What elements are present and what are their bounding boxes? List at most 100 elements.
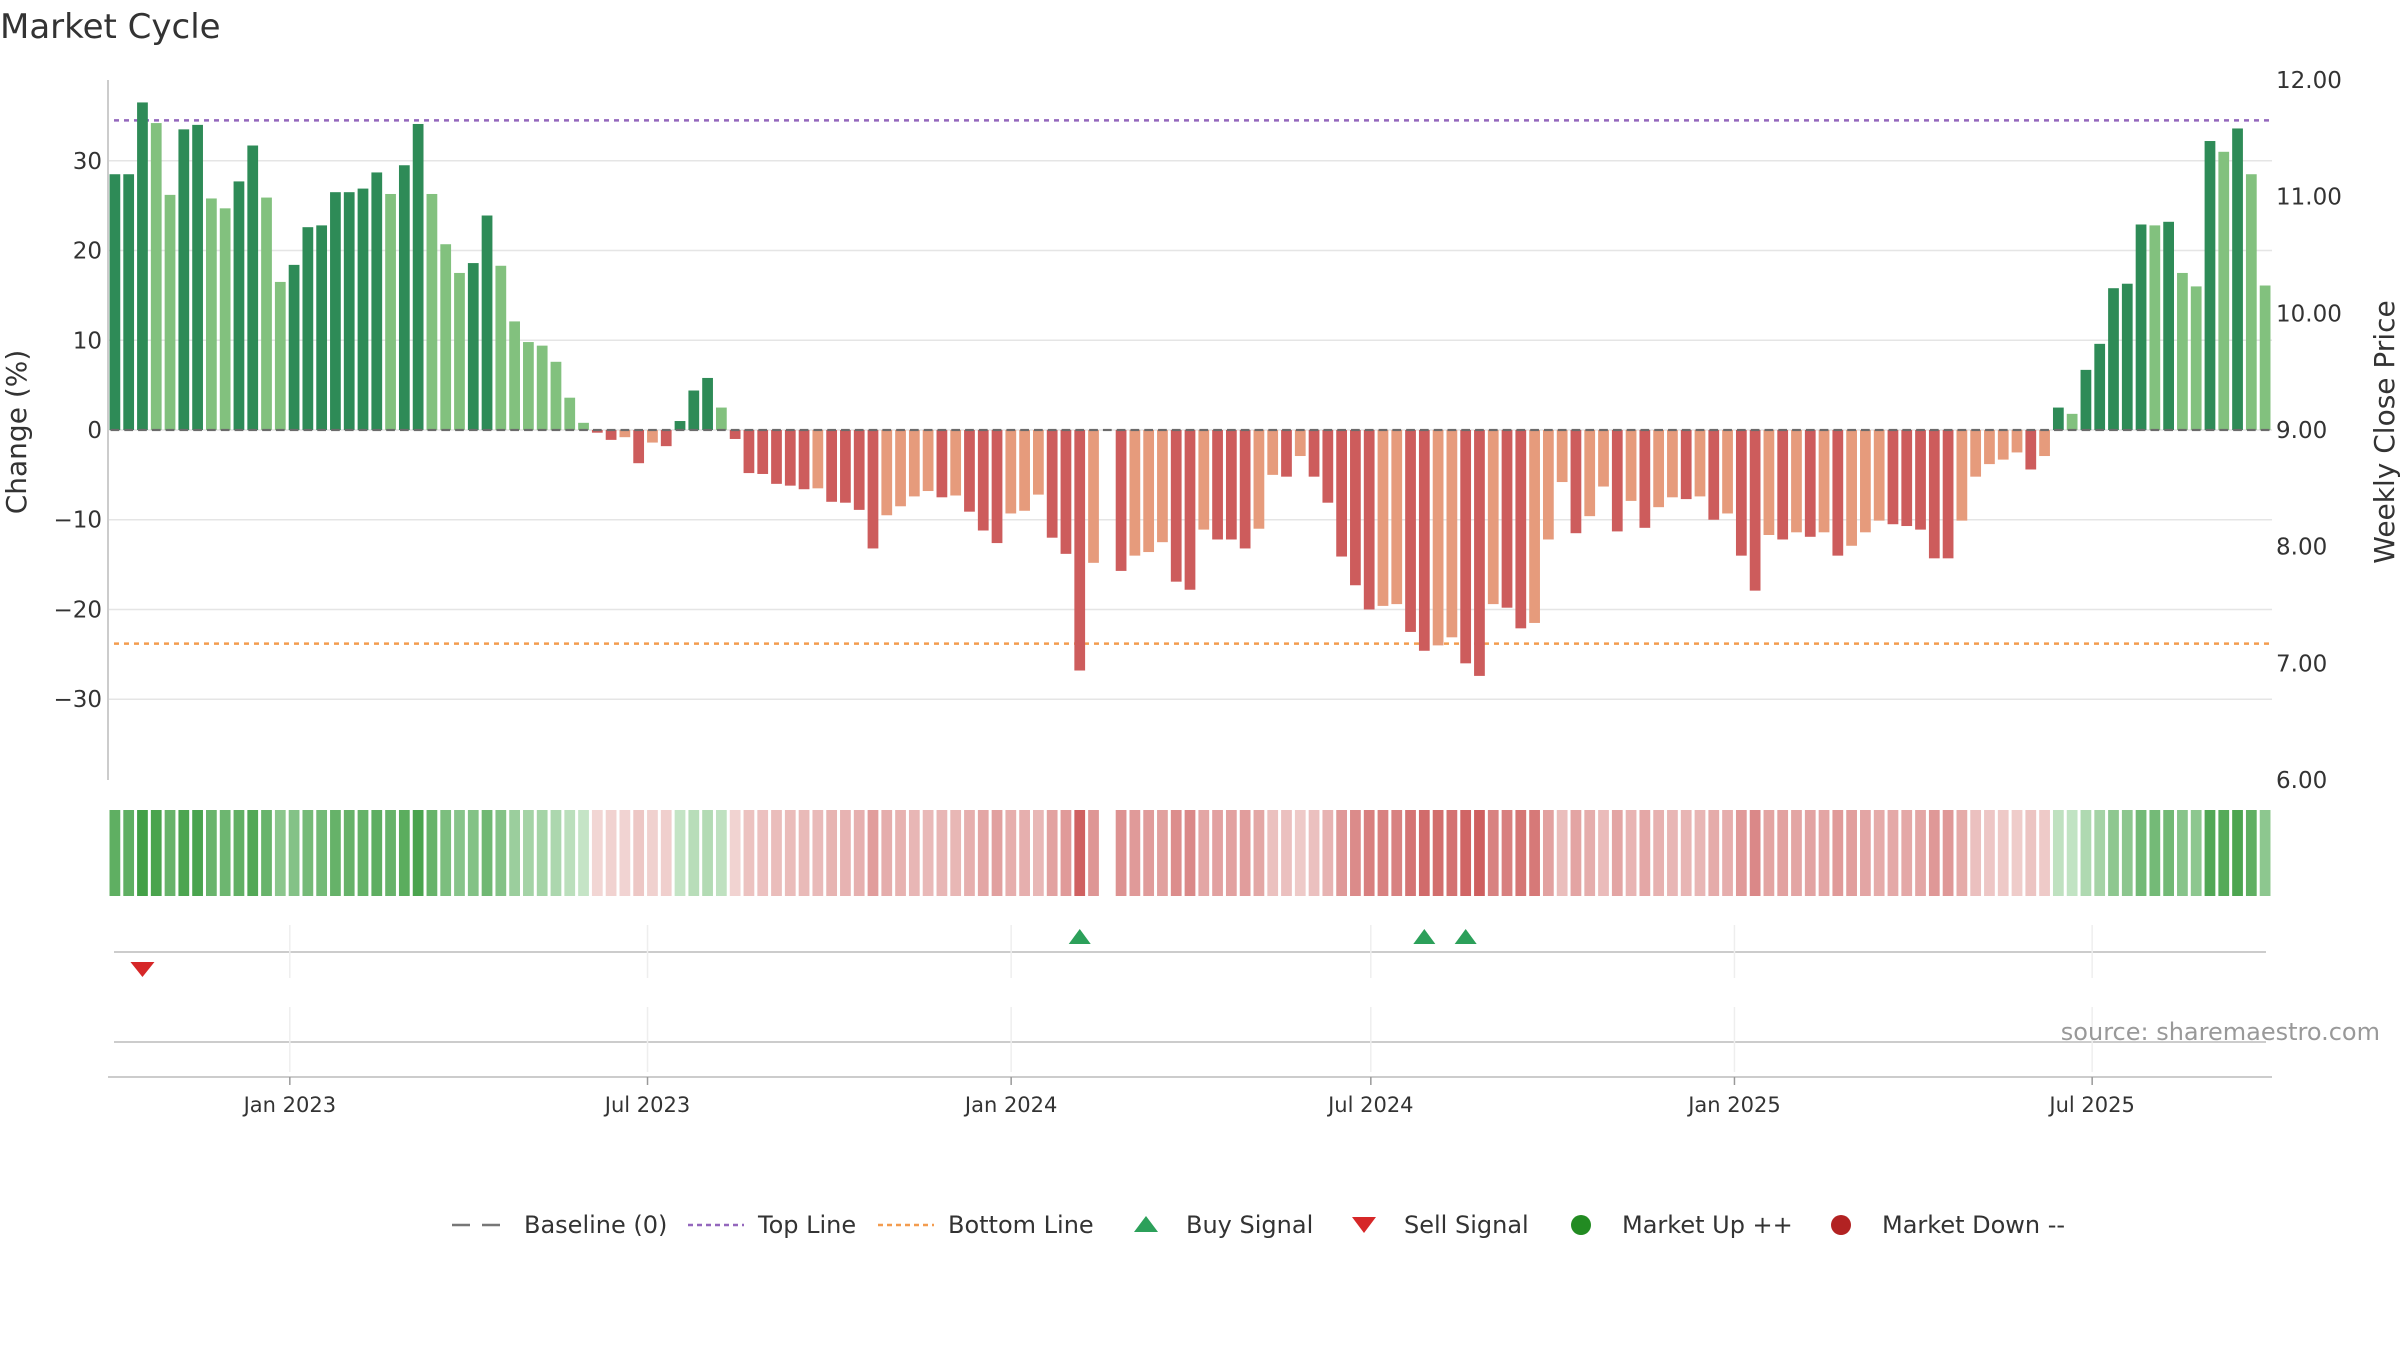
change-bar [109, 174, 121, 430]
strip-cell [1460, 810, 1472, 896]
strip-cell [2232, 810, 2243, 896]
strip-cell [757, 810, 769, 896]
heat-strip [109, 810, 2271, 896]
legend-label: Baseline (0) [524, 1211, 667, 1239]
strip-cell [1584, 810, 1596, 896]
x-tick-label: Jan 2023 [242, 1093, 337, 1117]
change-bar [1115, 430, 1127, 571]
change-bar [1350, 430, 1361, 586]
strip-cell [702, 810, 713, 896]
change-bar [1832, 430, 1844, 556]
y-tick-label-left: 30 [73, 149, 102, 175]
change-bar [1997, 430, 2009, 460]
change-bar [2121, 283, 2133, 430]
strip-cell [164, 810, 176, 896]
change-bar [1267, 430, 1279, 475]
change-bar [1281, 430, 1292, 477]
change-bar [1170, 430, 1182, 582]
change-bar [1873, 430, 1885, 521]
change-bar [964, 430, 975, 512]
strip-cell [2190, 810, 2202, 896]
change-bar [2149, 225, 2161, 430]
strip-cell [1625, 810, 1637, 896]
strip-cell [977, 810, 989, 896]
change-bar [1680, 430, 1692, 500]
legend-label: Sell Signal [1404, 1211, 1529, 1239]
strip-cell [564, 810, 576, 896]
strip-cell [771, 810, 782, 896]
strip-cell [1391, 810, 1403, 896]
strip-cell [1708, 810, 1720, 896]
strip-cell [605, 810, 617, 896]
strip-cell [964, 810, 975, 896]
change-bar [1529, 430, 1540, 623]
strip-cell [1336, 810, 1347, 896]
strip-cell [991, 810, 1003, 896]
change-bar [2108, 288, 2119, 430]
strip-cell [2025, 810, 2037, 896]
strip-cell [178, 810, 190, 896]
strip-cell [247, 810, 259, 896]
change-bar [1598, 430, 1609, 487]
change-bar [523, 342, 534, 430]
change-bar [1088, 430, 1099, 563]
change-bar [1928, 430, 1940, 559]
strip-cell [1212, 810, 1223, 896]
strip-cell [233, 810, 245, 896]
change-bar [2066, 413, 2078, 430]
legend-item: Market Down -- [1831, 1211, 2065, 1239]
date-axis: Jan 2023 Jul 2023 Jan 2024 Jul 2024 Jan 2025… [108, 1076, 2272, 1117]
change-bar [1846, 430, 1857, 546]
change-bar [619, 430, 631, 438]
change-bar [247, 145, 259, 430]
change-bar [2163, 221, 2174, 430]
strip-cell [578, 810, 589, 896]
change-bar [1294, 430, 1306, 457]
strip-cell [2094, 810, 2106, 896]
strip-cell [1115, 810, 1127, 896]
strip-cell [454, 810, 465, 896]
change-bar [812, 430, 824, 489]
strip-cell [2039, 810, 2050, 896]
change-bar [922, 430, 934, 492]
change-bar [1446, 430, 1458, 638]
change-bar [454, 272, 465, 430]
strip-cell [1556, 810, 1568, 896]
strip-cell [1157, 810, 1168, 896]
change-bar [950, 430, 962, 496]
change-bar [564, 397, 576, 430]
y-tick-label-left: −20 [53, 597, 102, 623]
strip-cell [1005, 810, 1017, 896]
change-bar [1418, 430, 1430, 651]
change-bar [1157, 430, 1168, 543]
change-bar [164, 194, 176, 430]
strip-cell [1818, 810, 1830, 896]
change-bar [1515, 430, 1527, 629]
buy-signal-marker [1068, 929, 1091, 944]
change-bar [1239, 430, 1251, 549]
change-bar [137, 102, 148, 430]
strip-cell [840, 810, 851, 896]
change-bar [578, 422, 589, 430]
market-panel [114, 1007, 2266, 1072]
strip-cell [715, 810, 727, 896]
strip-cell [1294, 810, 1306, 896]
change-bar [330, 192, 341, 430]
change-bar [1667, 430, 1678, 498]
x-tick-label: Jul 2023 [603, 1093, 690, 1117]
change-bar [219, 208, 231, 430]
strip-cell [867, 810, 879, 896]
strip-cell [2052, 810, 2064, 896]
strip-cell [302, 810, 314, 896]
strip-cell [798, 810, 810, 896]
strip-cell [660, 810, 672, 896]
y-axis-left-title: Change (%) [0, 350, 33, 515]
legend: Baseline (0) Top Line Bottom Line Buy Signa… [452, 1211, 2065, 1239]
strip-cell [1281, 810, 1292, 896]
sell-signal-marker [130, 962, 155, 977]
buy-signal-marker [1454, 929, 1477, 944]
change-bar [1033, 430, 1044, 495]
buy-signal-marker [1413, 929, 1436, 944]
change-bar [1556, 430, 1568, 483]
